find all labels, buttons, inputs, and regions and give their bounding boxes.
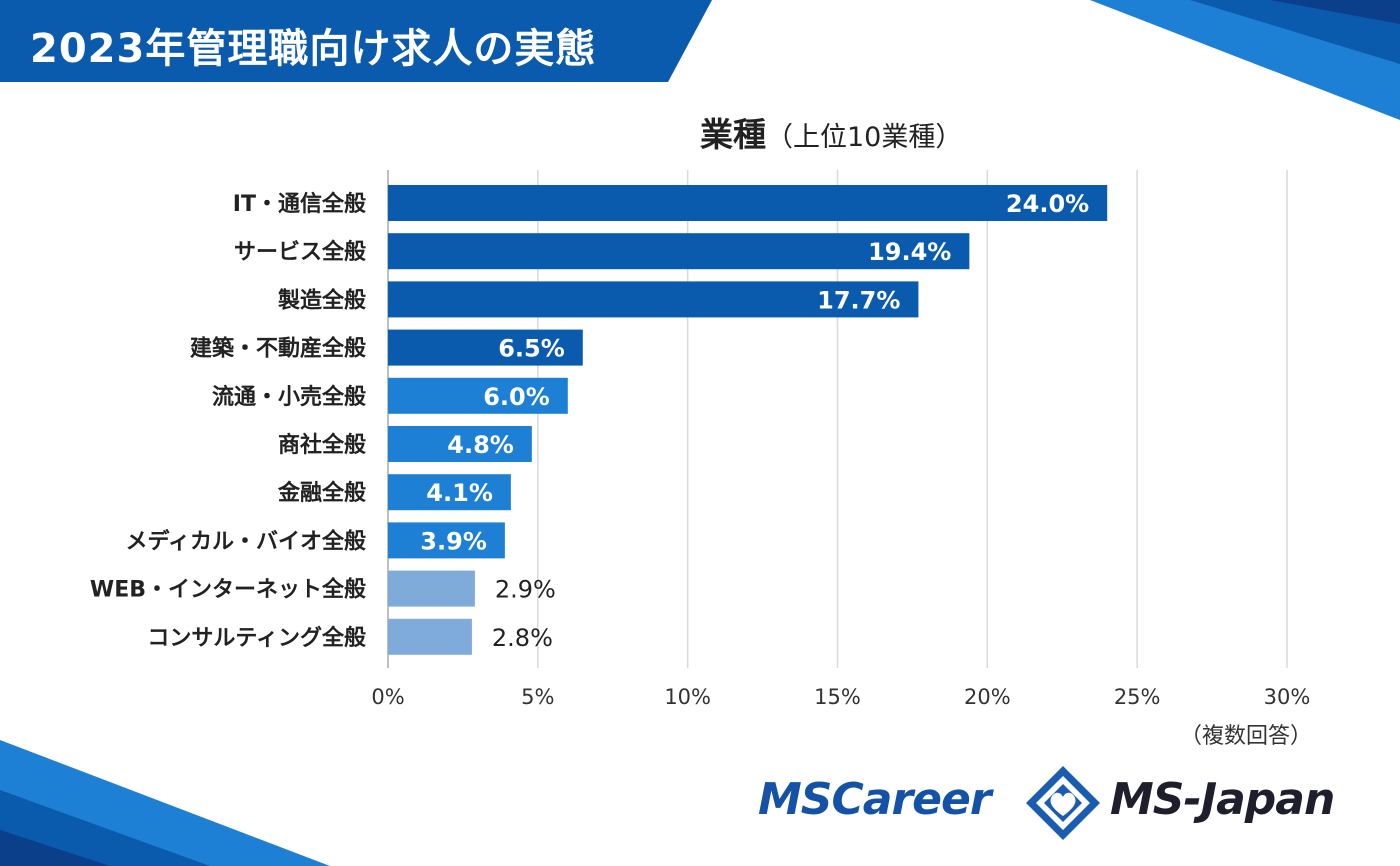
category-label: 流通・小売全般 — [212, 384, 366, 410]
x-tick-label: 15% — [814, 685, 861, 709]
category-label: WEB・インターネット全般 — [90, 577, 366, 603]
data-label: 4.1% — [426, 479, 493, 507]
bar — [388, 570, 475, 607]
chart-title: 業種（上位10業種） — [700, 108, 962, 156]
ms-japan-logo: MS-Japan — [1110, 774, 1335, 826]
data-label: 2.8% — [492, 624, 553, 652]
multiple-answer-note: （複数回答） — [1179, 724, 1312, 749]
x-tick-label: 25% — [1114, 685, 1161, 709]
data-label: 3.9% — [420, 527, 487, 555]
bar — [388, 522, 505, 559]
bar — [388, 329, 583, 366]
banner-title: 2023年管理職向け求人の実態 — [30, 26, 597, 72]
category-label: サービス全般 — [234, 239, 366, 265]
category-label: IT・通信全般 — [233, 191, 366, 217]
bar — [388, 233, 970, 270]
bar — [388, 474, 511, 511]
chart-title-main: 業種 — [700, 115, 766, 154]
category-label: 建築・不動産全般 — [190, 336, 366, 362]
ms-japan-logo-text: MS-Japan — [1110, 774, 1335, 825]
mscareer-logo-text: MSCareer — [758, 774, 992, 825]
category-label: メディカル・バイオ全般 — [126, 528, 366, 554]
bar — [388, 377, 568, 414]
bar — [388, 618, 472, 655]
x-tick-label: 30% — [1264, 685, 1311, 709]
x-tick-label: 5% — [521, 685, 554, 709]
x-tick-label: 10% — [664, 685, 711, 709]
bar — [388, 426, 532, 462]
data-label: 19.4% — [868, 238, 951, 266]
bar — [388, 185, 1108, 221]
data-label: 17.7% — [817, 286, 900, 314]
x-tick-label: 20% — [964, 685, 1011, 709]
category-label: コンサルティング全般 — [147, 625, 366, 651]
category-label: 金融全般 — [277, 480, 366, 506]
mscareer-logo: MSCareer — [758, 774, 992, 826]
ms-japan-emblem-icon — [1026, 766, 1100, 840]
bar — [388, 281, 919, 318]
data-label: 6.5% — [498, 335, 565, 363]
data-label: 24.0% — [1006, 190, 1089, 218]
x-tick-label: 0% — [371, 685, 404, 709]
category-label: 製造全般 — [277, 287, 366, 313]
data-label: 6.0% — [483, 383, 550, 411]
chart-title-sub: （上位10業種） — [766, 122, 963, 153]
data-label: 2.9% — [495, 576, 556, 604]
category-label: 商社全般 — [278, 432, 366, 458]
data-label: 4.8% — [447, 431, 514, 459]
